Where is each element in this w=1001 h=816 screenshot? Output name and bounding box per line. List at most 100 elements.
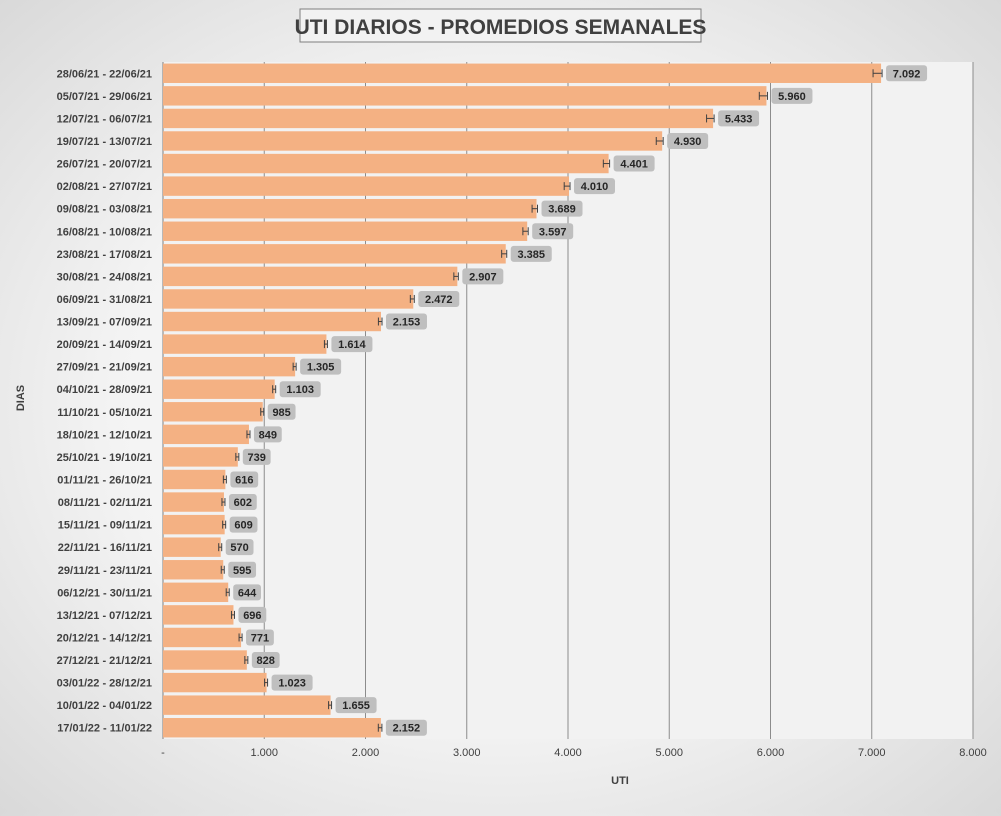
data-label-box	[532, 223, 574, 240]
data-label: 771	[251, 632, 269, 644]
category-label: 10/01/22 - 04/01/22	[57, 700, 152, 712]
data-label: 4.930	[674, 136, 702, 148]
category-label: 22/11/21 - 16/11/21	[58, 542, 152, 554]
data-label-box	[230, 471, 259, 488]
category-label: 02/08/21 - 27/07/21	[57, 181, 152, 193]
category-label: 09/08/21 - 03/08/21	[57, 204, 152, 216]
data-label-box	[251, 652, 280, 669]
data-label-box	[253, 426, 282, 443]
chart-title-group: UTI DIARIOS - PROMEDIOS SEMANALES	[295, 8, 707, 43]
x-tick-label: 1.000	[250, 747, 278, 759]
data-label: 3.597	[539, 226, 567, 238]
data-label-box	[229, 516, 258, 533]
data-label: 644	[238, 587, 257, 599]
category-labels: 28/06/21 - 22/06/21 05/07/21 - 29/06/21 12…	[57, 68, 152, 734]
bar	[163, 176, 570, 196]
bar	[163, 492, 224, 512]
data-label-box	[613, 155, 655, 172]
data-label: 1.023	[278, 678, 306, 690]
category-label: 05/07/21 - 29/06/21	[57, 91, 152, 103]
category-label: 17/01/22 - 11/01/22	[57, 723, 152, 735]
data-label-box	[279, 381, 321, 398]
x-tick-label: 2.000	[352, 747, 380, 759]
data-label: 1.655	[342, 700, 370, 712]
data-label-box	[462, 268, 504, 285]
bar	[163, 153, 609, 174]
data-label: 5.960	[778, 91, 806, 103]
data-label-box	[267, 403, 296, 420]
data-label: 570	[230, 542, 248, 554]
bar	[163, 334, 327, 354]
data-label: 1.103	[286, 384, 314, 396]
data-label: 2.153	[393, 317, 421, 329]
x-tick-label: -	[161, 747, 165, 759]
bar	[163, 86, 767, 106]
data-label-box	[510, 245, 552, 262]
bars	[163, 63, 882, 738]
bar	[163, 402, 263, 422]
chart-title-box	[299, 8, 702, 43]
data-label: 2.472	[425, 294, 453, 306]
data-label-box	[228, 561, 257, 578]
x-tick-label: 7.000	[858, 747, 886, 759]
chart-title: UTI DIARIOS - PROMEDIOS SEMANALES	[295, 16, 707, 39]
data-label: 602	[234, 497, 252, 509]
category-label: 16/08/21 - 10/08/21	[57, 226, 152, 238]
category-label: 27/09/21 - 21/09/21	[57, 362, 152, 374]
category-label: 30/08/21 - 24/08/21	[57, 271, 152, 283]
bar	[163, 605, 234, 625]
bar	[163, 221, 528, 241]
data-label: 1.614	[338, 339, 366, 351]
bar	[163, 198, 537, 219]
bar	[163, 108, 714, 129]
category-label: 03/01/22 - 28/12/21	[57, 678, 152, 690]
bar	[163, 695, 331, 715]
category-label: 01/11/21 - 26/10/21	[57, 474, 152, 486]
y-axis-label: DIAS	[15, 385, 27, 411]
data-label: 7.092	[893, 68, 921, 80]
category-label: 20/09/21 - 14/09/21	[57, 339, 152, 351]
data-label-box	[718, 110, 760, 127]
data-label: 5.433	[725, 113, 753, 125]
data-label-box	[228, 494, 257, 511]
category-label: 06/09/21 - 31/08/21	[57, 294, 152, 306]
data-label-box	[238, 606, 267, 623]
data-label-box	[271, 674, 313, 691]
bar	[163, 537, 221, 557]
data-label: 2.152	[393, 723, 421, 735]
data-label-box	[385, 719, 427, 736]
bar	[163, 469, 226, 490]
category-label: 25/10/21 - 19/10/21	[57, 452, 152, 464]
data-label-box	[886, 65, 928, 82]
bar	[163, 447, 238, 467]
data-label: 616	[235, 474, 253, 486]
category-label: 11/10/21 - 05/10/21	[57, 407, 152, 419]
category-label: 13/12/21 - 07/12/21	[57, 610, 152, 622]
data-label-box	[246, 629, 274, 646]
category-label: 12/07/21 - 06/07/21	[57, 113, 152, 125]
bar	[163, 266, 458, 287]
data-label-box	[418, 290, 460, 307]
data-label-box	[335, 697, 377, 714]
data-label: 1.305	[307, 362, 335, 374]
data-label: 595	[233, 565, 251, 577]
bar	[163, 244, 506, 264]
category-label: 29/11/21 - 23/11/21	[58, 565, 152, 577]
x-tick-label: 8.000	[959, 747, 987, 759]
data-label-box	[541, 200, 583, 217]
x-tick-label: 3.000	[453, 747, 481, 759]
bar	[163, 289, 414, 309]
data-label-box	[574, 178, 616, 195]
bar	[163, 627, 242, 648]
category-label: 26/07/21 - 20/07/21	[57, 159, 152, 171]
category-label: 04/10/21 - 28/09/21	[57, 384, 152, 396]
bar	[163, 560, 224, 580]
bar	[163, 63, 882, 83]
data-label: 2.907	[469, 271, 497, 283]
bar	[163, 718, 381, 738]
bar	[163, 582, 229, 603]
x-tick-label: 6.000	[757, 747, 785, 759]
category-label: 20/12/21 - 14/12/21	[57, 632, 152, 644]
